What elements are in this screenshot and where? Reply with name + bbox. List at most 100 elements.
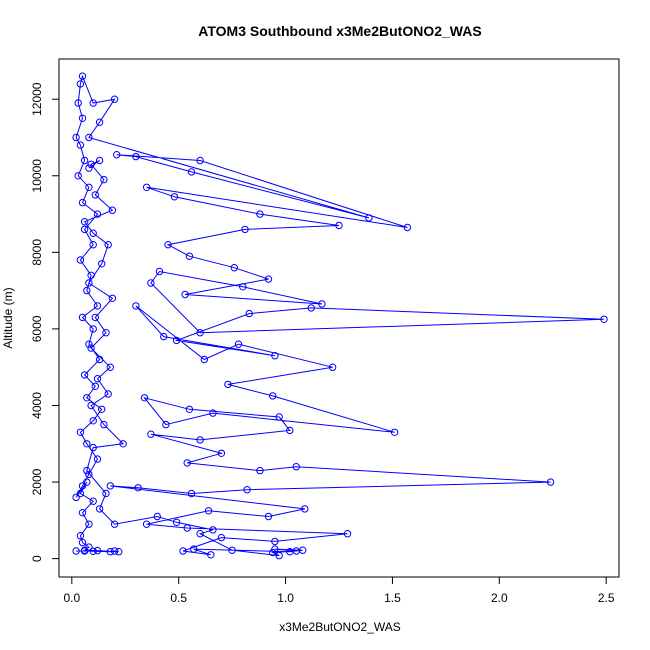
- data-point: [76, 532, 85, 540]
- data-point: [102, 329, 110, 337]
- data-point: [85, 133, 93, 142]
- data-point: [243, 486, 251, 494]
- data-point: [190, 545, 198, 553]
- data-point: [76, 141, 85, 149]
- data-point: [204, 507, 213, 515]
- data-point: [269, 548, 277, 557]
- data-point: [164, 241, 172, 249]
- data-point: [104, 241, 112, 249]
- data-point: [80, 218, 89, 226]
- data-point: [87, 271, 95, 279]
- data-point: [85, 164, 93, 172]
- data-point: [119, 440, 127, 448]
- data-point: [72, 133, 80, 142]
- y-tick-label: 4000: [30, 392, 44, 419]
- data-point: [318, 300, 326, 308]
- x-tick-label: 0.5: [170, 591, 187, 605]
- data-point: [85, 340, 93, 348]
- data-point: [183, 524, 191, 532]
- data-point: [230, 264, 239, 272]
- x-tick-label: 1.0: [277, 591, 294, 605]
- data-point: [89, 99, 97, 107]
- data-point: [95, 118, 104, 126]
- data-point: [76, 256, 85, 264]
- data-point: [76, 489, 85, 498]
- y-axis-label: Altitude (m): [1, 287, 15, 348]
- data-point: [93, 546, 102, 555]
- data-point: [140, 394, 149, 402]
- data-point: [207, 551, 215, 559]
- data-point: [89, 497, 97, 505]
- y-tick-label: 2000: [30, 468, 44, 495]
- plot-frame: [58, 58, 620, 578]
- data-point: [335, 221, 343, 230]
- data-point: [85, 183, 93, 192]
- data-point: [106, 548, 115, 556]
- data-point: [87, 401, 95, 410]
- data-point: [185, 252, 194, 260]
- data-point: [390, 428, 399, 436]
- series-line: [75, 74, 605, 557]
- data-point: [85, 470, 93, 479]
- data-point: [134, 484, 142, 492]
- data-point: [170, 193, 179, 201]
- data-point: [147, 279, 155, 287]
- data-point: [100, 420, 108, 429]
- y-tick-label: 12000: [30, 82, 44, 116]
- data-point: [91, 382, 100, 390]
- data-point: [256, 466, 264, 475]
- x-tick-label: 2.5: [598, 591, 615, 605]
- data-point: [155, 267, 164, 276]
- data-point: [91, 191, 100, 199]
- data-point: [147, 430, 155, 438]
- data-point: [142, 183, 151, 192]
- data-point: [95, 355, 104, 364]
- data-point: [89, 443, 97, 452]
- data-point: [196, 436, 204, 444]
- data-point: [264, 512, 273, 521]
- data-point: [78, 114, 87, 123]
- data-point: [187, 168, 196, 176]
- data-point: [85, 543, 93, 551]
- data-point: [132, 152, 140, 161]
- data-point: [292, 547, 300, 555]
- data-point: [307, 304, 315, 312]
- data-point: [106, 482, 115, 490]
- data-point: [343, 530, 352, 538]
- x-axis: 0.0 0.5 1.0 1.5 2.0 2.5: [63, 576, 615, 605]
- data-point: [83, 478, 91, 486]
- data-point: [217, 449, 226, 457]
- data-point: [93, 455, 102, 463]
- data-point: [185, 405, 194, 413]
- data-point: [106, 363, 115, 371]
- data-point: [108, 206, 117, 214]
- data-point: [113, 151, 121, 159]
- data-point: [76, 428, 85, 436]
- y-tick-label: 6000: [30, 315, 44, 342]
- data-point: [83, 466, 91, 475]
- data-point: [95, 505, 104, 513]
- data-point: [93, 210, 102, 218]
- data-point: [110, 547, 119, 555]
- x-axis-label: x3Me2ButONO2_WAS: [279, 620, 401, 634]
- data-point: [76, 80, 85, 88]
- data-point: [328, 363, 337, 371]
- data-point: [91, 313, 100, 322]
- data-point: [89, 325, 97, 333]
- y-tick-label: 8000: [30, 239, 44, 266]
- y-tick-label: 0: [30, 555, 44, 562]
- data-point: [83, 286, 91, 295]
- data-point: [241, 225, 249, 234]
- data-point: [83, 394, 91, 402]
- y-tick-label: 10000: [30, 159, 44, 193]
- data-point: [89, 241, 97, 249]
- data-point: [93, 302, 102, 310]
- data-point: [85, 520, 93, 528]
- data-point: [187, 489, 196, 498]
- data-point: [87, 160, 95, 169]
- data-point: [179, 547, 187, 555]
- data-point: [104, 390, 112, 398]
- data-point: [403, 223, 412, 232]
- data-point: [74, 172, 82, 180]
- data-point: [110, 95, 119, 103]
